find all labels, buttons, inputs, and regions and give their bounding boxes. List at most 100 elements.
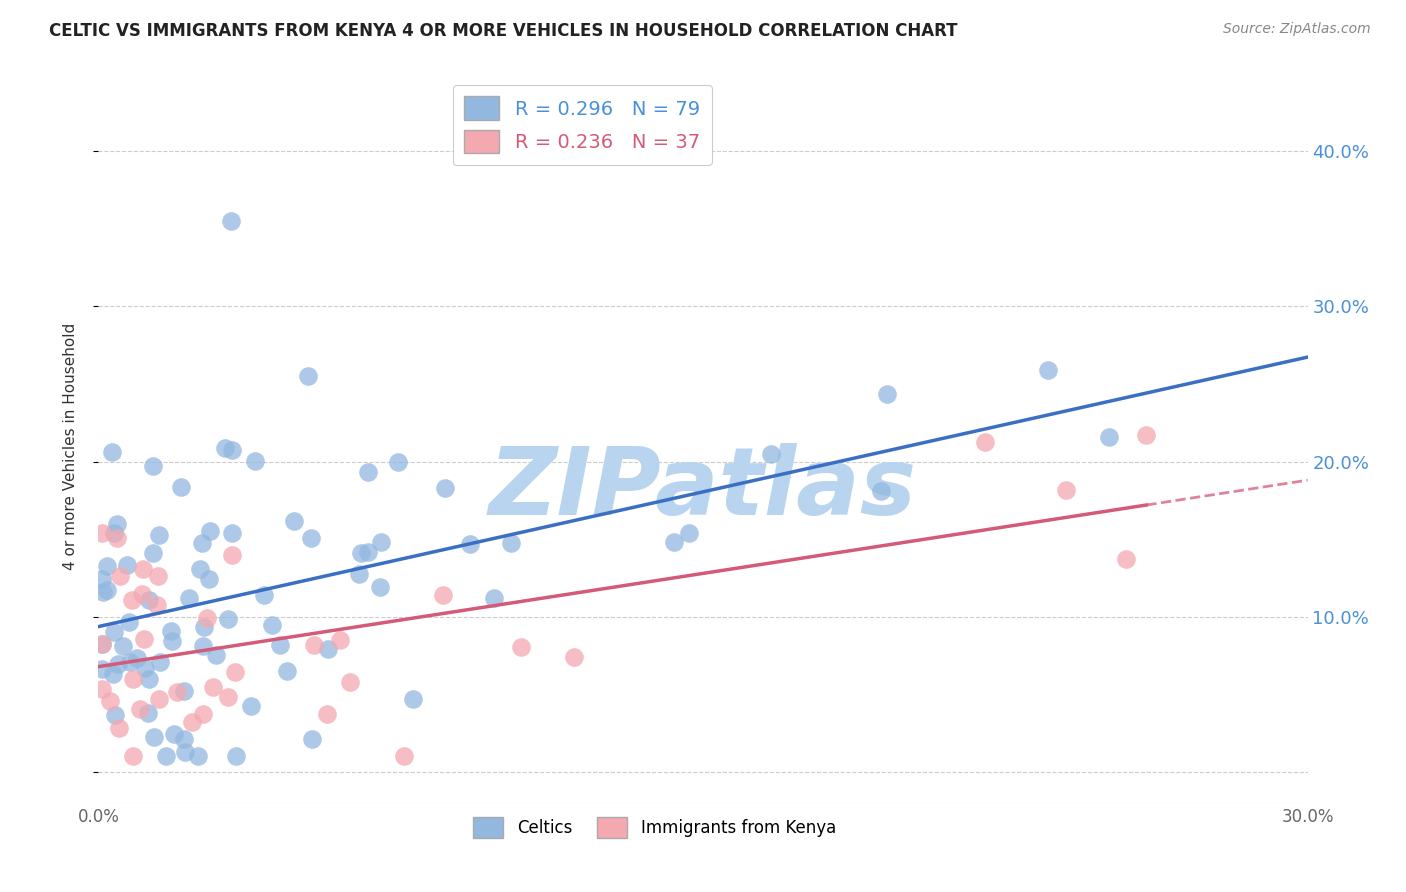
Point — [173, 731, 195, 746]
Point — [205, 648, 228, 662]
Point — [217, 690, 239, 704]
Point — [499, 535, 522, 549]
Point — [301, 732, 323, 747]
Point — [118, 615, 141, 629]
Point — [138, 593, 160, 607]
Point — [105, 517, 128, 532]
Point — [1115, 552, 1137, 566]
Point — [329, 632, 352, 647]
Point — [239, 699, 262, 714]
Point — [110, 568, 132, 582]
Point — [225, 749, 247, 764]
Point — [869, 483, 891, 498]
Point — [98, 694, 121, 708]
Point — [170, 480, 193, 494]
Text: ZIPatlas: ZIPatlas — [489, 442, 917, 535]
Point — [148, 527, 170, 541]
Point — [482, 591, 505, 605]
Point — [107, 657, 129, 671]
Point — [1038, 362, 1060, 376]
Point — [100, 445, 122, 459]
Point — [188, 562, 211, 576]
Point — [138, 672, 160, 686]
Point — [283, 514, 305, 528]
Point — [173, 684, 195, 698]
Point — [198, 524, 221, 538]
Point — [142, 547, 165, 561]
Point — [125, 650, 148, 665]
Point — [202, 680, 225, 694]
Point — [91, 572, 114, 586]
Point — [269, 638, 291, 652]
Text: Source: ZipAtlas.com: Source: ZipAtlas.com — [1223, 22, 1371, 37]
Point — [191, 706, 214, 721]
Point — [198, 572, 221, 586]
Point — [160, 634, 183, 648]
Point — [120, 656, 142, 670]
Point — [193, 639, 215, 653]
Point — [402, 692, 425, 706]
Point — [136, 706, 159, 720]
Point — [122, 749, 145, 764]
Point — [115, 558, 138, 572]
Point — [104, 708, 127, 723]
Point — [103, 624, 125, 639]
Point — [134, 661, 156, 675]
Point — [357, 545, 380, 559]
Point — [91, 637, 114, 651]
Point — [432, 588, 454, 602]
Point — [103, 526, 125, 541]
Point — [315, 706, 337, 721]
Point — [91, 662, 114, 676]
Point — [1097, 430, 1119, 444]
Point — [91, 585, 114, 599]
Text: CELTIC VS IMMIGRANTS FROM KENYA 4 OR MORE VEHICLES IN HOUSEHOLD CORRELATION CHAR: CELTIC VS IMMIGRANTS FROM KENYA 4 OR MOR… — [49, 22, 957, 40]
Point — [664, 534, 686, 549]
Y-axis label: 4 or more Vehicles in Household: 4 or more Vehicles in Household — [63, 322, 77, 570]
Point — [243, 454, 266, 468]
Point — [131, 587, 153, 601]
Point — [876, 387, 898, 401]
Point — [122, 672, 145, 686]
Point — [347, 566, 370, 581]
Point — [91, 681, 114, 696]
Point — [148, 692, 170, 706]
Point — [221, 442, 243, 457]
Point — [1135, 428, 1157, 442]
Point — [1054, 483, 1077, 498]
Point — [163, 727, 186, 741]
Point — [96, 582, 118, 597]
Point — [387, 455, 409, 469]
Point — [262, 617, 284, 632]
Point — [221, 548, 243, 562]
Legend: Celtics, Immigrants from Kenya: Celtics, Immigrants from Kenya — [467, 811, 842, 845]
Point — [143, 730, 166, 744]
Point — [224, 665, 246, 680]
Point — [160, 624, 183, 639]
Point — [221, 214, 243, 228]
Point — [96, 559, 118, 574]
Point — [148, 655, 170, 669]
Point — [155, 749, 177, 764]
Point — [191, 536, 214, 550]
Point — [148, 569, 170, 583]
Point — [111, 639, 134, 653]
Point — [193, 620, 215, 634]
Point — [146, 598, 169, 612]
Point — [562, 649, 585, 664]
Point — [108, 722, 131, 736]
Point — [974, 435, 997, 450]
Point — [91, 526, 114, 541]
Point — [217, 612, 239, 626]
Point — [187, 749, 209, 764]
Point — [221, 525, 243, 540]
Point — [356, 465, 378, 479]
Point — [349, 546, 371, 560]
Point — [195, 611, 218, 625]
Point — [370, 535, 392, 549]
Point — [134, 632, 156, 647]
Point — [458, 537, 481, 551]
Point — [142, 458, 165, 473]
Point — [121, 593, 143, 607]
Point — [128, 702, 150, 716]
